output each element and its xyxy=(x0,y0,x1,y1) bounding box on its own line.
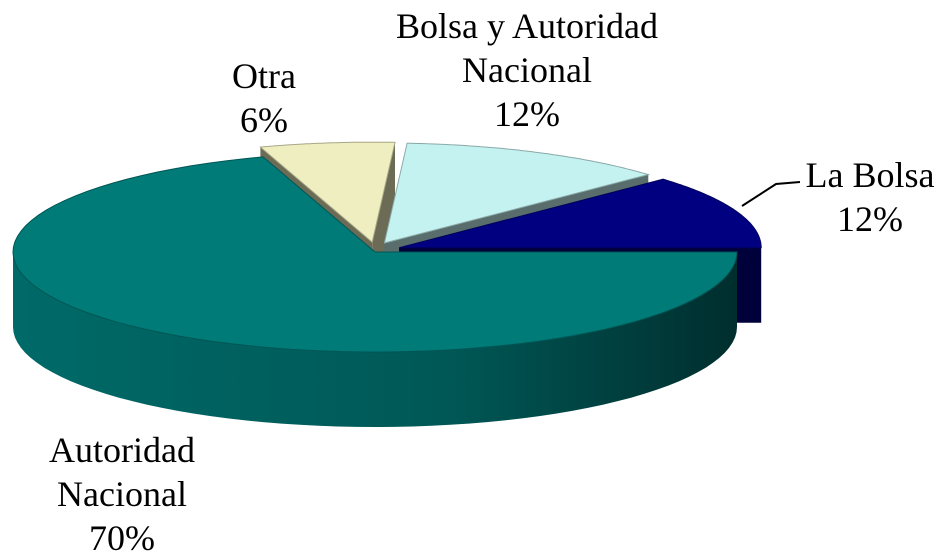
slice-side xyxy=(13,252,737,427)
slice-label: Autoridad Nacional 70% xyxy=(22,428,222,557)
slice-label: La Bolsa 12% xyxy=(785,153,943,241)
value-label: 6% xyxy=(240,100,288,140)
value-label: 12% xyxy=(837,199,903,239)
pie-slice xyxy=(259,141,396,244)
value-label: 12% xyxy=(494,94,560,134)
category-name: Bolsa y Autoridad Nacional xyxy=(396,6,658,90)
tops-layer xyxy=(12,141,762,353)
slice-label: Bolsa y Autoridad Nacional 12% xyxy=(367,4,687,136)
pie-slice xyxy=(12,156,738,353)
pie-slice xyxy=(383,142,651,244)
category-name: Otra xyxy=(232,56,296,96)
category-name: Autoridad Nacional xyxy=(49,430,195,514)
category-name: La Bolsa xyxy=(805,155,935,195)
sides-layer xyxy=(13,252,737,427)
slice-label: Otra 6% xyxy=(184,54,344,142)
leader-line xyxy=(741,181,801,207)
pie-slice xyxy=(399,178,762,249)
value-label: 70% xyxy=(89,518,155,557)
